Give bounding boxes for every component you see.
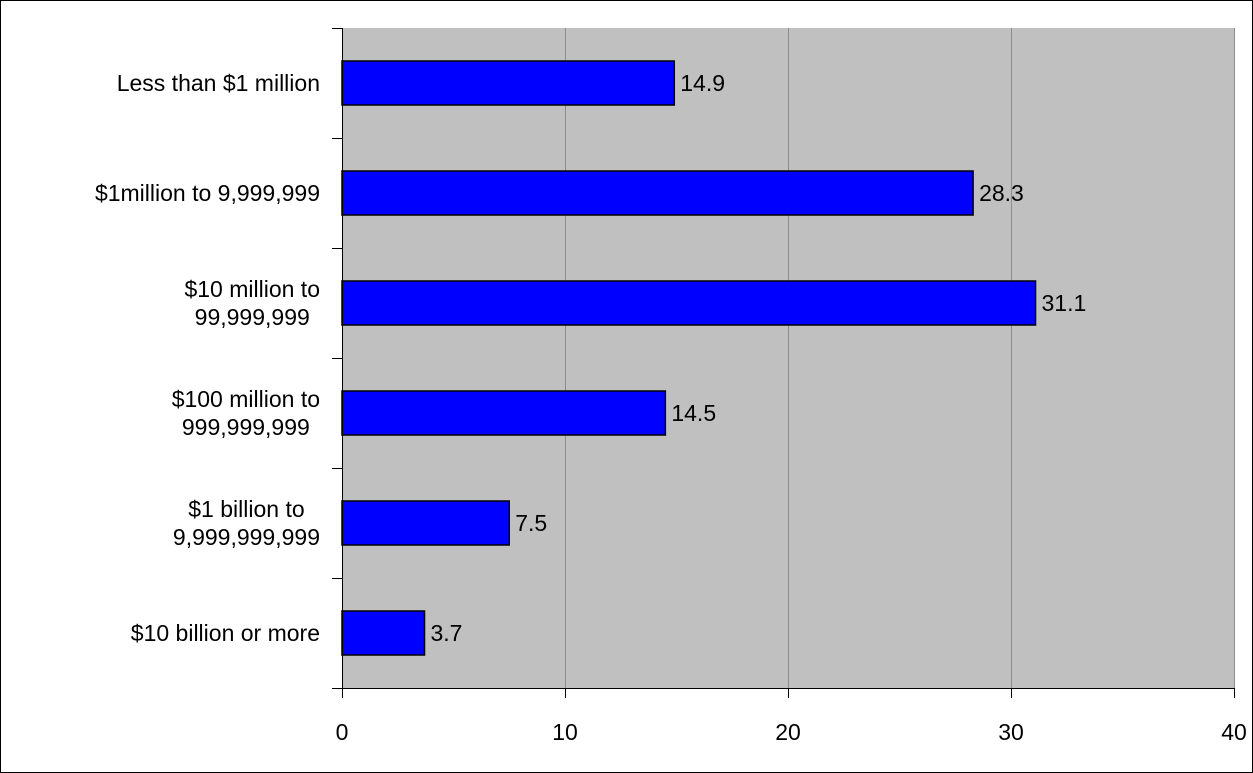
category-label-2: $10 million to 99,999,999	[184, 276, 320, 330]
labels: 14.9 28.3 31.1 14.5 7.5 3.7 0 10 20 30 40 Less than…	[95, 70, 1247, 745]
data-label-4: 7.5	[515, 510, 547, 536]
data-label-0: 14.9	[680, 70, 725, 96]
gridlines	[565, 28, 1235, 688]
category-label-1-line-0: $1million to 9,999,999	[95, 180, 320, 206]
x-tick-label-40: 40	[1221, 719, 1247, 745]
x-tick-label-0: 0	[336, 719, 349, 745]
data-label-1: 28.3	[979, 180, 1024, 206]
category-label-0: Less than $1 million	[117, 70, 320, 96]
category-label-4-line-1: 9,999,999,999	[173, 524, 320, 550]
category-label-5: $10 billion or more	[131, 620, 320, 646]
category-label-2-line-0: $10 million to	[184, 276, 320, 302]
bar-0	[341, 60, 676, 106]
category-label-1: $1million to 9,999,999	[95, 180, 320, 206]
category-label-5-line-0: $10 billion or more	[131, 620, 320, 646]
bars	[341, 60, 1037, 656]
data-label-3: 14.5	[671, 400, 716, 426]
x-tick-label-30: 30	[998, 719, 1024, 745]
category-label-0-line-0: Less than $1 million	[117, 70, 320, 96]
x-tick-label-10: 10	[552, 719, 578, 745]
data-label-2: 31.1	[1042, 290, 1087, 316]
bar-3	[341, 390, 667, 436]
x-tick-label-20: 20	[775, 719, 801, 745]
category-label-4: $1 billion to 9,999,999,999	[173, 496, 320, 550]
bar-1	[341, 170, 974, 216]
category-label-3-line-1: 999,999,999	[182, 414, 310, 440]
category-label-3: $100 million to 999,999,999	[172, 386, 320, 440]
bar-5	[341, 610, 426, 656]
category-label-2-line-1: 99,999,999	[195, 304, 310, 330]
data-label-5: 3.7	[431, 620, 463, 646]
category-label-3-line-0: $100 million to	[172, 386, 320, 412]
bar-2	[341, 280, 1037, 326]
category-label-4-line-0: $1 billion to	[188, 496, 304, 522]
axes	[332, 28, 1235, 698]
bar-4	[341, 500, 510, 546]
